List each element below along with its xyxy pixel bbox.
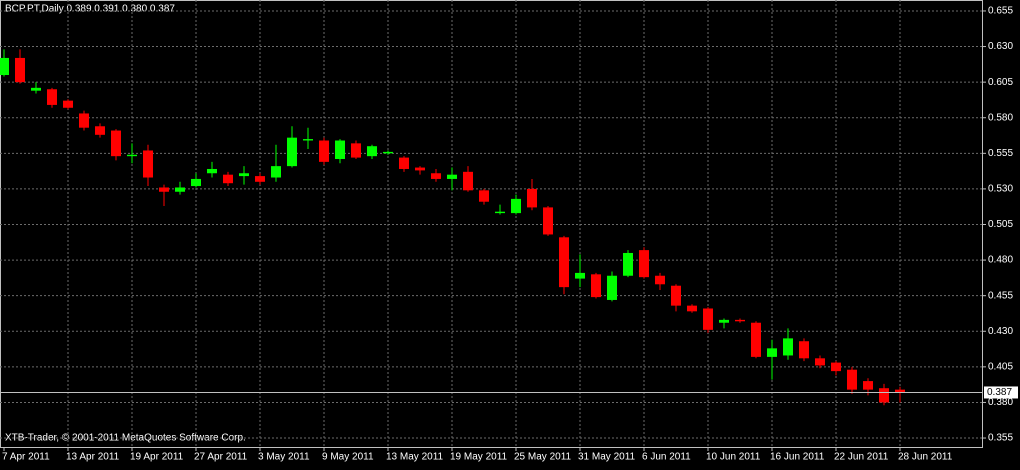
x-tick-label: 13 Apr 2011 <box>66 452 120 463</box>
candle-body <box>495 211 505 214</box>
candle-body <box>847 369 857 390</box>
candle-body <box>223 174 233 184</box>
y-tick-label: 0.630 <box>988 41 1013 52</box>
candle-body <box>767 348 777 357</box>
candle-body <box>831 362 841 372</box>
x-tick-label: 3 May 2011 <box>258 452 310 463</box>
x-tick-label: 6 Jun 2011 <box>642 452 691 463</box>
candle-body <box>255 176 265 182</box>
candle-body <box>815 358 825 366</box>
candle-body <box>367 146 377 157</box>
candle-body <box>175 187 185 192</box>
candle-body <box>559 237 569 288</box>
candle-body <box>143 150 153 178</box>
candle-body <box>511 198 521 214</box>
y-tick-label: 0.405 <box>988 361 1013 372</box>
candle-body <box>0 57 9 76</box>
candle-body <box>95 126 105 135</box>
y-tick-label: 0.480 <box>988 255 1013 266</box>
candle-body <box>607 275 617 300</box>
candle-body <box>335 140 345 160</box>
candle-body <box>671 285 681 306</box>
candle-body <box>639 250 649 278</box>
candle-body <box>719 319 729 323</box>
candle-body <box>31 87 41 91</box>
candle-body <box>63 100 73 108</box>
x-tick-label: 7 Apr 2011 <box>2 452 50 463</box>
candle-body <box>687 305 697 312</box>
x-tick-label: 27 Apr 2011 <box>194 452 248 463</box>
candle-body <box>415 167 425 171</box>
candle-body <box>287 137 297 167</box>
y-tick-label: 0.505 <box>988 219 1013 230</box>
y-tick-label: 0.430 <box>988 326 1013 337</box>
candle-body <box>879 388 889 403</box>
candle-body <box>703 308 713 330</box>
x-tick-label: 19 Apr 2011 <box>130 452 184 463</box>
candle-body <box>159 187 169 192</box>
candle-body <box>751 322 761 357</box>
candle-body <box>479 190 489 202</box>
candle-body <box>383 151 393 154</box>
candle-body <box>239 173 249 177</box>
candle-body <box>191 178 201 187</box>
current-price-box <box>984 386 1018 399</box>
x-tick-label: 13 May 2011 <box>386 452 444 463</box>
candle-body <box>735 319 745 322</box>
x-tick-label: 22 Jun 2011 <box>834 452 889 463</box>
candle-body <box>799 341 809 359</box>
x-tick-label: 10 Jun 2011 <box>706 452 761 463</box>
y-tick-label: 0.530 <box>988 184 1013 195</box>
candle-body <box>655 275 665 285</box>
candle-body <box>127 154 137 157</box>
y-tick-label: 0.380 <box>988 397 1013 408</box>
candle-body <box>399 157 409 169</box>
y-tick-label: 0.555 <box>988 148 1013 159</box>
candle-body <box>319 140 329 162</box>
x-tick-label: 9 May 2011 <box>322 452 374 463</box>
candle-body <box>895 389 905 393</box>
candle-body <box>271 166 281 178</box>
candle-body <box>111 130 121 157</box>
candle-body <box>447 174 457 179</box>
candle-body <box>79 113 89 128</box>
candle-body <box>431 173 441 179</box>
candle-body <box>543 207 553 235</box>
candle-body <box>863 381 873 390</box>
current-price-label: 0.387 <box>987 387 1012 398</box>
candle-body <box>575 272 585 279</box>
x-tick-label: 28 Jun 2011 <box>898 452 953 463</box>
candle-body <box>303 139 313 141</box>
candle-body <box>591 274 601 298</box>
candle-body <box>351 143 361 158</box>
y-tick-label: 0.580 <box>988 112 1013 123</box>
x-tick-label: 31 May 2011 <box>578 452 636 463</box>
candle-body <box>463 171 473 191</box>
candle-body <box>207 168 217 174</box>
x-tick-label: 19 May 2011 <box>450 452 508 463</box>
y-tick-label: 0.605 <box>988 77 1013 88</box>
candle-body <box>783 338 793 356</box>
y-tick-label: 0.655 <box>988 6 1013 17</box>
y-tick-label: 0.355 <box>988 433 1013 444</box>
chart-title: BCP.PT,Daily 0.389 0.391 0.380 0.387 <box>5 4 175 15</box>
x-tick-label: 25 May 2011 <box>514 452 572 463</box>
candle-body <box>47 89 57 105</box>
candle-body <box>623 252 633 276</box>
y-tick-label: 0.455 <box>988 290 1013 301</box>
candle-body <box>15 57 25 83</box>
x-tick-label: 16 Jun 2011 <box>770 452 825 463</box>
candle-body <box>527 188 537 208</box>
